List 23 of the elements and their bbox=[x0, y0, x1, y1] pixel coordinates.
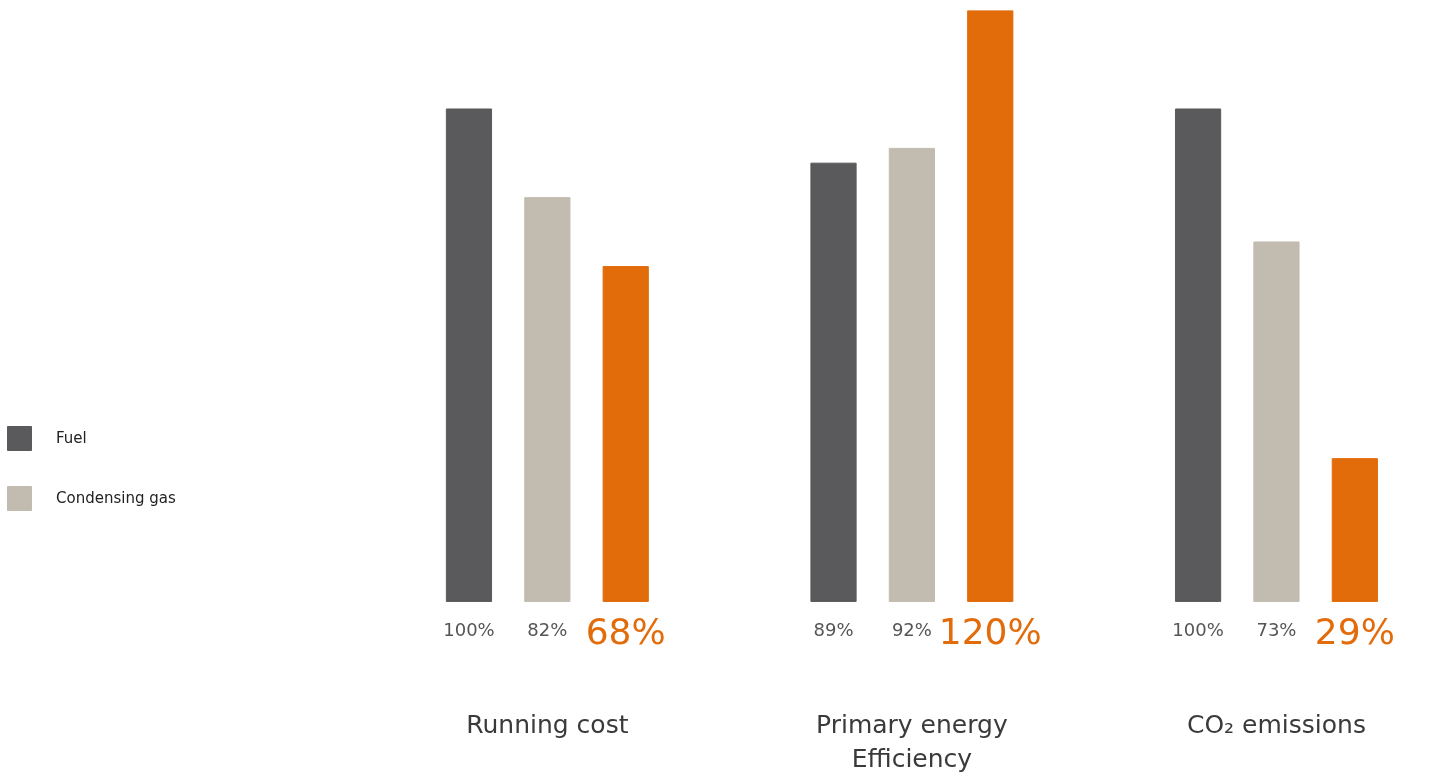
x-tick-label: CO₂ emissions bbox=[1186, 709, 1366, 739]
data-label: 100% bbox=[1172, 619, 1224, 641]
bar bbox=[1253, 241, 1300, 602]
bar bbox=[602, 266, 649, 602]
bar bbox=[888, 147, 935, 602]
bar bbox=[810, 162, 857, 602]
bar bbox=[445, 108, 493, 602]
bar bbox=[524, 197, 571, 602]
x-tick-label: Running cost bbox=[466, 709, 629, 739]
data-label: 120% bbox=[938, 611, 1042, 653]
bar bbox=[967, 10, 1014, 602]
data-label: 82% bbox=[527, 619, 568, 641]
legend-label: Fuel bbox=[56, 429, 87, 447]
data-label: 73% bbox=[1256, 619, 1297, 641]
data-label: 68% bbox=[585, 611, 666, 653]
data-label: 92% bbox=[891, 619, 932, 641]
legend-label: Condensing gas bbox=[56, 489, 176, 507]
bar bbox=[1331, 458, 1378, 602]
x-tick-label: Primary energy Efficiency bbox=[816, 709, 1008, 774]
data-label: 89% bbox=[813, 619, 854, 641]
bar bbox=[1174, 108, 1222, 602]
data-label: 100% bbox=[443, 619, 495, 641]
data-label: 29% bbox=[1314, 611, 1395, 653]
